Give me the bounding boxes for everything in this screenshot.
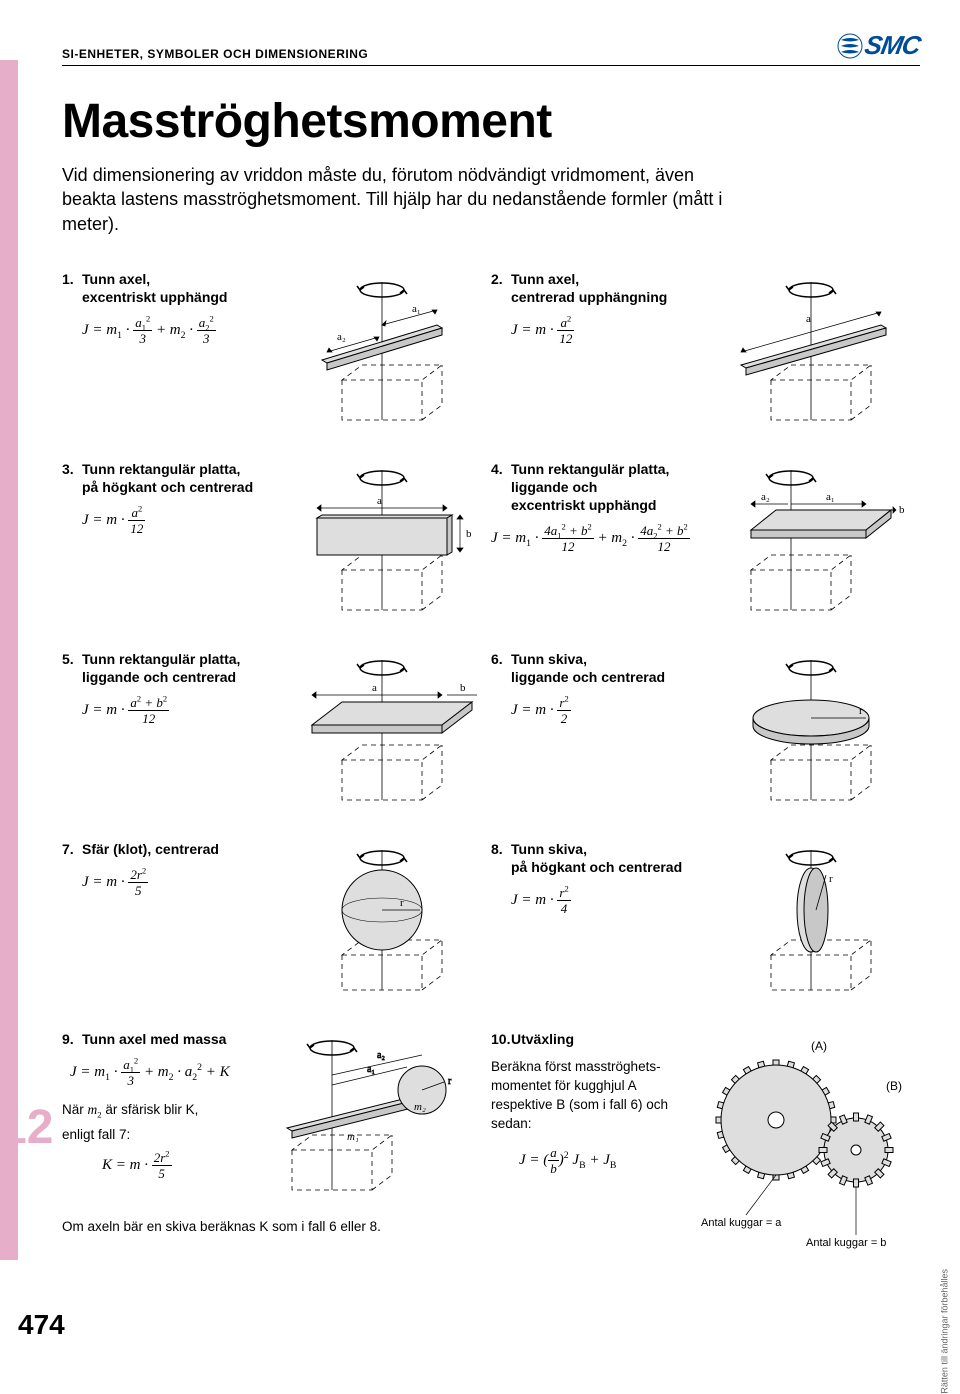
formula-7: J = m · 2r25 [82,868,274,897]
case-9-note-3: Om axeln bär en skiva beräknas K som i f… [62,1218,381,1237]
case-1: 1.Tunn axel, excentriskt upphängd J = m1… [62,264,491,454]
formula-5: J = m · a2 + b212 [82,696,274,725]
diagram-10: (A) (B) Antal kuggar = a Antal kuggar = … [691,1030,921,1250]
formula-3: J = m · a212 [82,506,274,535]
page-number: 474 [18,1309,65,1341]
category-label: SI-ENHETER, SYMBOLER OCH DIMENSIONERING [62,47,368,61]
formula-4: J = m1 · 4a12 + b212 + m2 · 4a22 + b212 [491,524,703,553]
diagram-9: m₂ m₁ a₁ a₂ r [262,1030,482,1210]
diagram-2: a [711,270,914,440]
case-label: Tunn skiva, på högkant och centrerad [511,840,682,876]
case-label: Tunn axel, centrerad upphängning [511,270,667,306]
intro-text: Vid dimensionering av vriddon måste du, … [62,163,742,236]
case-9-note-1: När m2 är sfärisk blir K, [62,1101,254,1120]
case-6: 6.Tunn skiva, liggande och centrerad J =… [491,644,920,834]
formula-grid: 1.Tunn axel, excentriskt upphängd J = m1… [62,264,920,1256]
diagram-8: r [711,840,914,1010]
gear-b-label: (B) [886,1079,902,1093]
diagram-1: a₁ a₂ [282,270,485,440]
svg-text:m₁: m₁ [347,1131,359,1143]
section-number: 12 [0,1100,53,1155]
case-2: 2.Tunn axel, centrerad upphängning J = m… [491,264,920,454]
svg-text:m₂: m₂ [414,1101,426,1113]
case-label: Utväxling [511,1030,574,1048]
teeth-b: Antal kuggar = b [806,1237,886,1249]
case-3: 3.Tunn rektangulär platta, på högkant oc… [62,454,491,644]
formula-1: J = m1 · a123 + m2 · a223 [82,316,274,345]
svg-text:a₂: a₂ [761,491,770,503]
page-header: SI-ENHETER, SYMBOLER OCH DIMENSIONERING … [62,30,920,66]
case-8: 8.Tunn skiva, på högkant och centrerad J… [491,834,920,1024]
case-10-text: Beräkna först masströghets- momentet för… [491,1058,683,1134]
case-9: 9.Tunn axel med massa J = m1 · a123 + m2… [62,1024,491,1256]
case-label: Tunn rektangulär platta, liggande och ex… [511,460,669,515]
gear-a-label: (A) [811,1039,827,1053]
case-9-note-2: enligt fall 7: [62,1126,254,1145]
svg-text:b: b [460,682,466,694]
formula-9: J = m1 · a123 + m2 · a22 + K [70,1058,254,1087]
diagram-6: r [711,650,914,820]
svg-text:a₁: a₁ [826,491,835,503]
logo-icon [837,33,863,59]
case-10: 10.Utväxling Beräkna först masströghets-… [491,1024,920,1256]
case-label: Tunn rektangulär platta, liggande och ce… [82,650,240,686]
case-label: Tunn axel, excentriskt upphängd [82,270,227,306]
svg-text:a: a [372,682,377,694]
formula-6: J = m · r22 [511,696,703,725]
svg-text:r: r [859,705,863,717]
svg-text:r: r [829,873,833,885]
diagram-3: a b [282,460,485,630]
svg-text:a: a [806,313,811,325]
case-5: 5.Tunn rektangulär platta, liggande och … [62,644,491,834]
diagram-7: r [282,840,485,1010]
formula-10: J = (ab)2 JB + JB [519,1146,683,1175]
diagram-4: a₁ a₂ b [711,460,914,630]
formula-9k: K = m · 2r25 [102,1151,254,1180]
brand-logo: SMC [837,30,920,61]
teeth-a: Antal kuggar = a [701,1217,782,1229]
page-title: Masströghetsmoment [62,94,920,149]
svg-text:a₁: a₁ [412,303,421,315]
case-7: 7.Sfär (klot), centrerad J = m · 2r25 [62,834,491,1024]
pink-sidebar [0,60,18,1260]
svg-text:a₂: a₂ [377,1050,385,1061]
rights-note: Rätten till ändringar förbehålles [940,1269,950,1394]
formula-8: J = m · r24 [511,886,703,915]
diagram-5: a b [282,650,485,820]
svg-text:a: a [377,495,382,507]
svg-text:r: r [448,1076,452,1087]
svg-text:r: r [400,897,404,909]
svg-text:b: b [466,528,472,540]
svg-text:b: b [899,504,905,516]
case-label: Tunn skiva, liggande och centrerad [511,650,665,686]
case-label: Tunn axel med massa [82,1030,226,1048]
case-4: 4.Tunn rektangulär platta, liggande och … [491,454,920,644]
case-label: Sfär (klot), centrerad [82,840,219,858]
case-label: Tunn rektangulär platta, på högkant och … [82,460,253,496]
formula-2: J = m · a212 [511,316,703,345]
svg-text:a₂: a₂ [337,331,346,343]
